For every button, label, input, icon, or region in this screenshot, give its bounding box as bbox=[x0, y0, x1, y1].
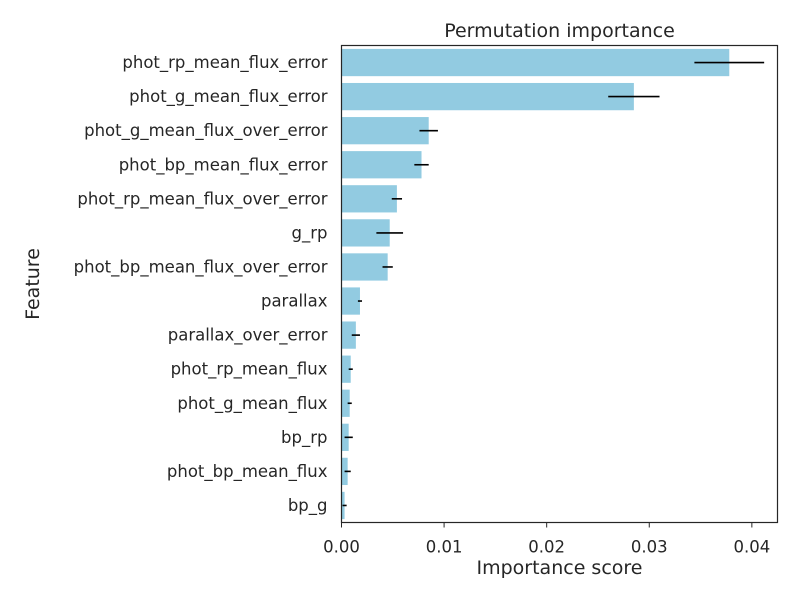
error-bars-layer bbox=[342, 61, 765, 507]
y-axis-label: Feature bbox=[22, 248, 44, 320]
y-tick-label-phot_rp_mean_flux: phot_rp_mean_flux bbox=[171, 360, 328, 380]
bar-parallax bbox=[341, 287, 360, 315]
x-axis-label: Importance score bbox=[477, 557, 643, 579]
y-tick-label-phot_rp_mean_flux_over_error: phot_rp_mean_flux_over_error bbox=[77, 189, 327, 209]
x-ticks: 0.00 0.01 0.02 0.03 0.04 bbox=[323, 522, 770, 557]
x-tick-label: 0.02 bbox=[528, 538, 565, 557]
y-tick-label-parallax: parallax bbox=[261, 292, 328, 311]
bar-phot_g_mean_flux_error bbox=[341, 82, 634, 111]
bars-layer bbox=[341, 48, 730, 520]
bar-parallax_over_error bbox=[341, 321, 356, 349]
bar-phot_g_mean_flux bbox=[341, 389, 350, 417]
x-tick-label: 0.01 bbox=[426, 538, 463, 557]
y-tick-labels: phot_rp_mean_flux_error phot_g_mean_flux_… bbox=[74, 53, 328, 516]
y-tick-label-g_rp: g_rp bbox=[292, 223, 328, 243]
bar-phot_rp_mean_flux bbox=[341, 355, 351, 383]
y-tick-label-phot_g_mean_flux_over_error: phot_g_mean_flux_over_error bbox=[84, 121, 328, 141]
bar-phot_rp_mean_flux_over_error bbox=[341, 185, 397, 213]
bar-phot_bp_mean_flux_error bbox=[341, 151, 422, 179]
bar-phot_rp_mean_flux_error bbox=[341, 48, 730, 77]
x-tick-label: 0.04 bbox=[733, 538, 770, 557]
x-tick-label: 0.00 bbox=[323, 538, 360, 557]
y-tick-label-phot_g_mean_flux: phot_g_mean_flux bbox=[177, 394, 327, 414]
y-tick-label-phot_bp_mean_flux: phot_bp_mean_flux bbox=[167, 462, 328, 482]
y-tick-label-phot_bp_mean_flux_over_error: phot_bp_mean_flux_over_error bbox=[74, 257, 328, 277]
y-tick-label-phot_g_mean_flux_error: phot_g_mean_flux_error bbox=[129, 87, 328, 107]
y-tick-label-phot_rp_mean_flux_error: phot_rp_mean_flux_error bbox=[122, 53, 327, 73]
plot-frame bbox=[340, 44, 779, 524]
bar-phot_g_mean_flux_over_error bbox=[341, 117, 429, 145]
y-tick-label-parallax_over_error: parallax_over_error bbox=[168, 326, 328, 346]
chart-title: Permutation importance bbox=[444, 20, 675, 42]
y-tick-label-phot_bp_mean_flux_error: phot_bp_mean_flux_error bbox=[119, 155, 328, 175]
y-tick-label-bp_g: bp_g bbox=[288, 496, 328, 516]
x-tick-label: 0.03 bbox=[631, 538, 668, 557]
y-tick-label-bp_rp: bp_rp bbox=[281, 428, 327, 448]
bar-phot_bp_mean_flux_over_error bbox=[341, 253, 388, 281]
